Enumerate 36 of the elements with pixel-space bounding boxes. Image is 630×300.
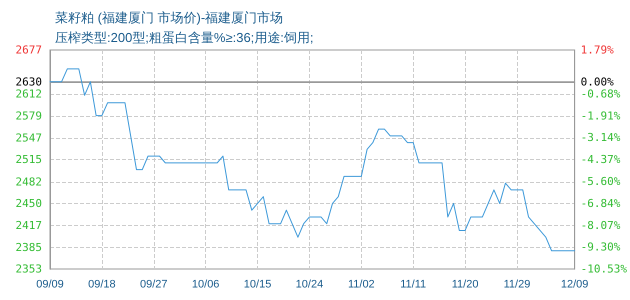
y-tick-label: 2385	[16, 240, 42, 254]
x-tick-label: 10/24	[296, 278, 324, 290]
x-tick-label: 10/06	[192, 278, 220, 290]
y2-tick-label: -0.68%	[580, 87, 621, 100]
x-tick-label: 11/11	[400, 278, 426, 290]
y2-tick-label: -3.14%	[580, 131, 621, 144]
y-tick-label: 2547	[16, 131, 42, 144]
y-tick-label: 2515	[16, 153, 42, 166]
chart-subtitle: 压榨类型:200型;粗蛋白含量%≥:36;用途:饲用;	[55, 30, 314, 45]
y2-tick-label: 1.79%	[580, 44, 614, 56]
y2-tick-label: -1.91%	[580, 109, 621, 122]
y2-tick-label: -5.60%	[580, 174, 621, 188]
x-tick-label: 09/18	[88, 278, 116, 290]
x-tick-label: 10/15	[244, 278, 272, 290]
y2-tick-label: -4.37%	[580, 153, 621, 166]
x-tick-label: 09/09	[36, 278, 64, 290]
y2-tick-label: -6.84%	[580, 196, 621, 210]
y-tick-label: 2630	[16, 75, 42, 88]
y-tick-label: 2579	[16, 110, 42, 123]
x-tick-label: 11/20	[452, 278, 478, 290]
x-tick-label: 09/27	[140, 278, 168, 290]
y2-tick-label: 0.00%	[580, 75, 614, 88]
chart-title: 菜籽粕 (福建厦门 市场价)-福建厦门市场	[55, 10, 284, 25]
y2-tick-label: -9.30%	[580, 240, 621, 254]
y-tick-label: 2612	[16, 87, 42, 100]
y-tick-label: 2677	[16, 44, 42, 56]
line-series	[50, 68, 576, 252]
x-tick-label: 11/02	[348, 278, 375, 290]
y-tick-label: 2482	[16, 175, 42, 188]
x-tick-label: 11/29	[504, 278, 530, 290]
y2-tick-label: -8.07%	[580, 218, 621, 232]
y-tick-label: 2353	[16, 262, 42, 276]
y-tick-label: 2450	[16, 196, 42, 210]
y2-tick-label: -10.53%	[580, 262, 628, 276]
x-tick-label: 12/09	[560, 278, 588, 290]
y-tick-label: 2417	[16, 219, 42, 232]
